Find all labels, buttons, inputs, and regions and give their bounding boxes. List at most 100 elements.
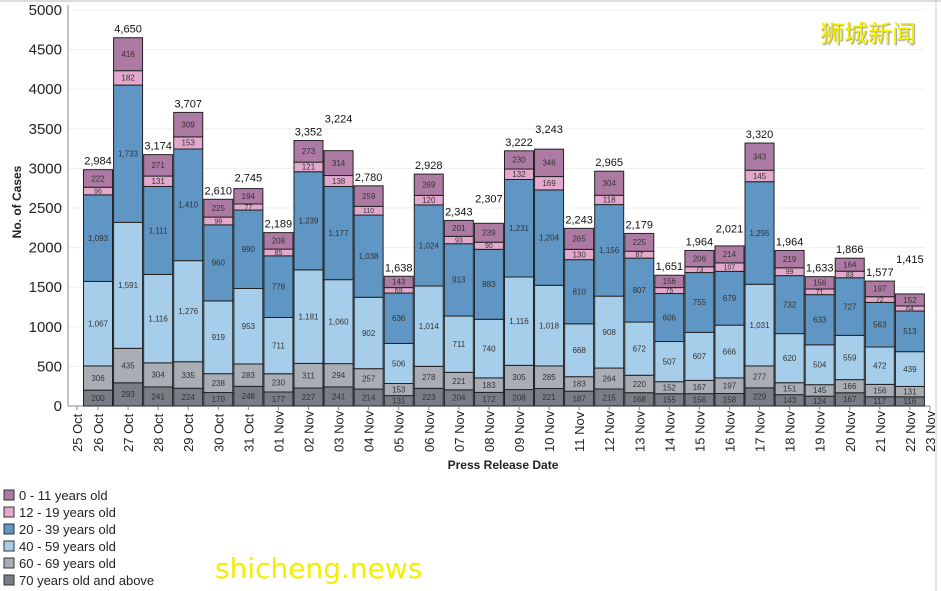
total-label: 1,651 bbox=[656, 261, 684, 273]
x-tick-label: 21 Nov bbox=[873, 410, 888, 452]
segment-label: 71 bbox=[816, 289, 824, 296]
bar-segment bbox=[113, 84, 144, 223]
segment-label: 93 bbox=[455, 237, 463, 244]
bar-segment bbox=[804, 294, 835, 346]
bar-segment bbox=[413, 285, 444, 367]
segment-label: 241 bbox=[332, 392, 346, 401]
segment-label: 143 bbox=[783, 396, 797, 405]
x-tick-label: 30 Oct bbox=[211, 413, 226, 452]
bar-segment bbox=[353, 296, 384, 370]
bar-segment bbox=[624, 257, 655, 323]
bar-segment bbox=[443, 243, 474, 317]
segment-label: 214 bbox=[362, 393, 376, 402]
segment-label: 168 bbox=[633, 395, 647, 404]
segment-label: 755 bbox=[693, 298, 707, 307]
x-tick-label: 27 Oct bbox=[121, 413, 136, 452]
segment-label: 227 bbox=[302, 393, 316, 402]
segment-label: 223 bbox=[422, 393, 436, 402]
total-label: 2,745 bbox=[235, 172, 263, 184]
bar-segment bbox=[624, 321, 655, 376]
legend-swatch bbox=[3, 506, 15, 518]
segment-label: 138 bbox=[332, 177, 346, 186]
y-tick-label: 1000 bbox=[29, 319, 62, 336]
legend-label: 60 - 69 years old bbox=[19, 556, 116, 571]
segment-label: 131 bbox=[392, 397, 406, 406]
bar-segment bbox=[594, 295, 625, 369]
segment-label: 335 bbox=[182, 371, 196, 380]
segment-label: 439 bbox=[903, 365, 917, 374]
bar-segment bbox=[684, 249, 715, 268]
segment-label: 1,231 bbox=[509, 224, 530, 233]
bar-segment bbox=[143, 362, 174, 388]
segment-label: 563 bbox=[873, 321, 887, 330]
segment-label: 238 bbox=[212, 379, 226, 388]
segment-label: 225 bbox=[212, 204, 226, 213]
segment-label: 278 bbox=[422, 373, 436, 382]
segment-label: 224 bbox=[182, 393, 196, 402]
bar-segment bbox=[624, 232, 655, 252]
segment-label: 206 bbox=[693, 254, 707, 263]
segment-label: 156 bbox=[813, 279, 827, 288]
x-tick-label: 23 Nov bbox=[923, 410, 938, 452]
bar-segment bbox=[654, 293, 685, 343]
bar-segment bbox=[834, 257, 865, 272]
segment-label: 229 bbox=[753, 393, 767, 402]
bar-segment bbox=[443, 219, 474, 237]
total-label: 1,964 bbox=[686, 236, 714, 248]
x-tick-label: 11 Nov bbox=[572, 411, 587, 452]
bar-segment bbox=[894, 293, 925, 307]
segment-label: 169 bbox=[542, 179, 556, 188]
segment-label: 416 bbox=[121, 50, 135, 59]
x-tick-label: 29 Oct bbox=[181, 413, 196, 452]
bar-segment bbox=[503, 178, 534, 278]
bar-segment bbox=[503, 364, 534, 391]
segment-label: 1,204 bbox=[539, 233, 560, 242]
bar-segment bbox=[203, 300, 234, 375]
segment-label: 919 bbox=[212, 333, 226, 342]
x-tick-label: 07 Nov bbox=[452, 410, 467, 452]
bar-segment bbox=[534, 148, 565, 178]
segment-label: 90 bbox=[485, 243, 493, 250]
total-label: 2,780 bbox=[355, 172, 383, 184]
segment-label: 204 bbox=[452, 394, 466, 403]
segment-label: 116 bbox=[904, 397, 917, 406]
bar-segment bbox=[413, 173, 444, 196]
bar-segment bbox=[233, 287, 264, 365]
bar-segment bbox=[263, 316, 294, 375]
segment-label: 110 bbox=[363, 208, 374, 215]
segment-label: 183 bbox=[572, 380, 586, 389]
segment-label: 711 bbox=[272, 341, 285, 350]
legend-label: 40 - 59 years old bbox=[19, 539, 116, 554]
bar-segment bbox=[534, 189, 565, 286]
segment-label: 208 bbox=[272, 237, 286, 246]
segment-label: 1,181 bbox=[298, 312, 319, 321]
y-tick-label: 500 bbox=[37, 358, 62, 375]
bar-segment bbox=[383, 292, 414, 344]
x-axis-title: Press Release Date bbox=[448, 458, 559, 472]
segment-label: 504 bbox=[813, 361, 827, 370]
segment-label: 472 bbox=[873, 361, 887, 370]
bar-segment bbox=[83, 169, 113, 188]
x-tick-label: 08 Nov bbox=[482, 410, 497, 452]
segment-label: 1,239 bbox=[298, 217, 319, 226]
segment-label: 559 bbox=[843, 353, 857, 362]
segment-label: 1,116 bbox=[509, 317, 529, 326]
total-label: 2,021 bbox=[716, 223, 744, 235]
segment-label: 273 bbox=[302, 147, 316, 156]
segment-label: 607 bbox=[693, 352, 707, 361]
x-tick-label: 10 Nov bbox=[542, 410, 557, 452]
bar-segment bbox=[594, 170, 625, 196]
segment-label: 304 bbox=[603, 179, 617, 188]
segment-label: 1,038 bbox=[359, 252, 380, 261]
bar-segment bbox=[804, 276, 835, 290]
x-tick-label: 09 Nov bbox=[512, 410, 527, 452]
segment-label: 72 bbox=[876, 297, 884, 304]
segment-label: 506 bbox=[392, 359, 406, 368]
segment-label: 1,031 bbox=[750, 321, 771, 330]
bar-segment bbox=[894, 351, 925, 387]
bar-segment bbox=[714, 245, 745, 264]
segment-label: 241 bbox=[151, 392, 165, 401]
legend-label: 0 - 11 years old bbox=[19, 488, 108, 503]
segment-label: 201 bbox=[452, 224, 466, 233]
bar-segment bbox=[503, 150, 534, 170]
